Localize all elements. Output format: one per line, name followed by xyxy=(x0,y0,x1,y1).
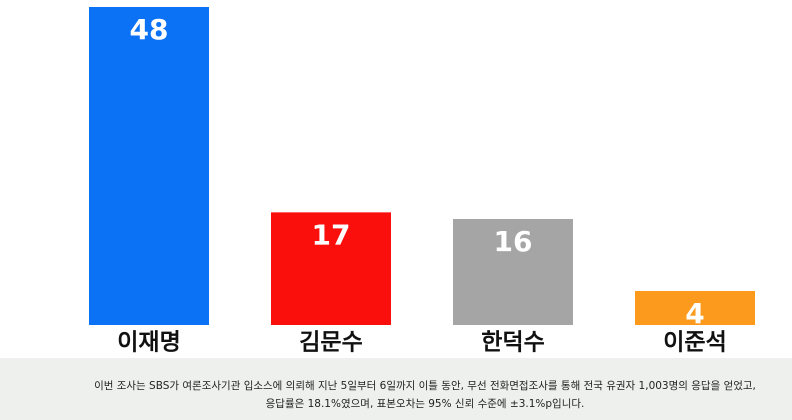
bar xyxy=(271,212,391,325)
x-tick-label: 이준석 xyxy=(663,330,726,356)
bar xyxy=(453,219,573,325)
x-tick-label: 김문수 xyxy=(299,330,362,356)
value-label: 48 xyxy=(130,13,169,46)
footnote: 이번 조사는 SBS가 여론조사기관 입소스에 의뢰해 지난 5일부터 6일까지… xyxy=(94,379,756,392)
bar xyxy=(89,7,209,325)
footnote: 응답률은 18.1%였으며, 표본오차는 95% 신뢰 수준에 ±3.1%p입니… xyxy=(266,397,585,410)
bar xyxy=(635,291,755,325)
value-label: 4 xyxy=(685,297,704,330)
x-tick-label: 이재명 xyxy=(117,330,180,356)
value-label: 16 xyxy=(494,225,533,258)
footnote-background xyxy=(0,358,792,420)
value-label: 17 xyxy=(312,218,351,251)
x-tick-label: 한덕수 xyxy=(481,330,544,356)
